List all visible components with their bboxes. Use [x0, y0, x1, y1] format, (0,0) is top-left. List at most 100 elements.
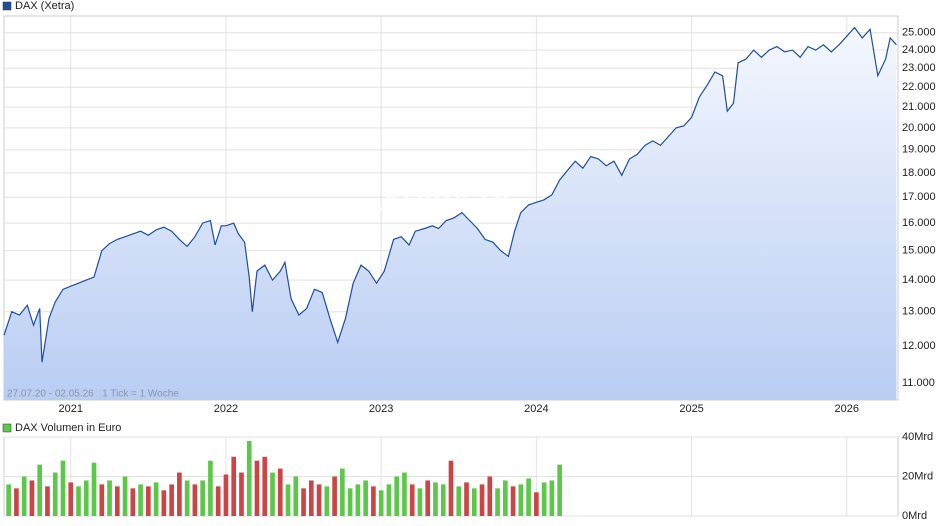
volume-bar — [479, 484, 485, 516]
volume-bar — [456, 486, 462, 516]
volume-bar — [487, 476, 493, 516]
y-tick-label: 14.000 — [902, 274, 936, 286]
volume-bar — [332, 476, 337, 516]
volume-bar — [192, 484, 198, 516]
volume-bar — [464, 482, 469, 516]
y-tick-label: 17.000 — [902, 191, 936, 203]
volume-bar — [526, 478, 531, 516]
volume-bar — [417, 488, 423, 516]
annotation: 27.07.20 - 02.05.26 1 Tick = 1 Woche — [7, 389, 179, 400]
x-tick-label: 2025 — [679, 403, 703, 415]
volume-bar — [83, 480, 89, 516]
volume-bar — [285, 484, 291, 516]
volume-bar — [14, 488, 19, 516]
x-tick-label: 2022 — [214, 403, 238, 415]
volume-bar — [130, 488, 136, 516]
volume-bar — [347, 488, 353, 516]
volume-bar — [177, 472, 182, 516]
volume-bar — [270, 472, 275, 516]
volume-bar — [239, 472, 244, 516]
volume-bar — [502, 480, 508, 516]
volume-bar — [371, 486, 376, 516]
y-tick-label: 20Mrd — [902, 470, 933, 482]
volume-bar — [68, 482, 74, 516]
volume-bar — [184, 480, 190, 516]
volume-bar — [324, 486, 330, 516]
volume-bar — [76, 486, 81, 516]
x-tick-label: 2023 — [369, 403, 393, 415]
volume-bar — [409, 484, 415, 516]
volume-bar — [518, 484, 524, 516]
volume-bar — [471, 488, 477, 516]
volume-bar — [301, 488, 306, 516]
volume-bar — [378, 490, 384, 516]
volume-bar — [534, 492, 539, 516]
volume-bar — [448, 460, 454, 516]
volume-bar — [107, 480, 112, 516]
volume-bar — [138, 484, 143, 516]
volume-bar — [21, 476, 27, 516]
y-tick-label: 23.000 — [902, 62, 936, 74]
volume-bar — [91, 462, 97, 516]
volume-bar — [114, 486, 120, 516]
volume-bar — [262, 456, 268, 516]
volume-bar — [99, 484, 105, 516]
y-tick-label: 40Mrd — [902, 431, 933, 443]
volume-bar — [60, 460, 66, 516]
volume-bar — [293, 476, 299, 516]
volume-bar — [153, 482, 159, 516]
price-line — [3, 26, 897, 363]
volume-bar — [223, 474, 229, 516]
x-tick-label: 2024 — [524, 403, 548, 415]
y-tick-label: 18.000 — [902, 167, 936, 179]
y-tick-label: 20.000 — [902, 122, 936, 134]
area — [4, 27, 897, 400]
y-tick-label: 21.000 — [902, 101, 936, 113]
y-tick-label: 0Mrd — [902, 510, 927, 522]
volume-bar — [169, 484, 174, 516]
y-tick-label: 12.000 — [902, 340, 936, 352]
legend-swatch — [2, 1, 12, 11]
volume-bar — [363, 480, 368, 516]
volume-bar — [208, 460, 213, 516]
y-tick-label: 13.000 — [902, 306, 936, 318]
y-tick-label: 25.000 — [902, 27, 936, 39]
y-tick-label: 24.000 — [902, 44, 936, 56]
x-tick-label: 2021 — [58, 403, 82, 415]
x-tick-label: 2026 — [835, 403, 859, 415]
volume-bar — [246, 440, 252, 516]
volume-bar — [557, 464, 562, 516]
volume-bar — [37, 464, 43, 516]
watermark: ARIVA.DE — [378, 185, 521, 218]
volume-bar — [45, 486, 50, 516]
y-tick-label: 16.000 — [902, 217, 936, 229]
volume-bar — [200, 480, 205, 516]
volume-bar — [402, 472, 407, 516]
volume-bar — [29, 480, 35, 516]
volume-bar — [510, 486, 516, 516]
volume-bar — [146, 486, 151, 516]
volume-bar — [122, 476, 128, 516]
y-tick-label: 11.000 — [902, 377, 935, 389]
volume-bar — [386, 484, 392, 516]
volume-bar — [549, 480, 555, 516]
legend-label: DAX Volumen in Euro — [15, 422, 121, 434]
volume-bar — [215, 486, 221, 516]
legend-label: DAX (Xetra) — [15, 0, 74, 12]
volume-bar — [254, 460, 260, 516]
volume-bar — [495, 488, 500, 516]
volume-bar — [231, 456, 237, 516]
volume-bar — [316, 484, 322, 516]
volume-bar — [340, 468, 345, 516]
volume-bar — [161, 490, 167, 516]
y-tick-label: 19.000 — [902, 144, 936, 156]
volume-bar — [52, 472, 58, 516]
volume-bar — [425, 480, 431, 516]
volume-bar — [440, 484, 446, 516]
volume-bar — [355, 484, 361, 516]
legend-swatch — [2, 423, 12, 433]
volume-bar — [433, 482, 438, 516]
y-tick-label: 15.000 — [902, 245, 936, 257]
